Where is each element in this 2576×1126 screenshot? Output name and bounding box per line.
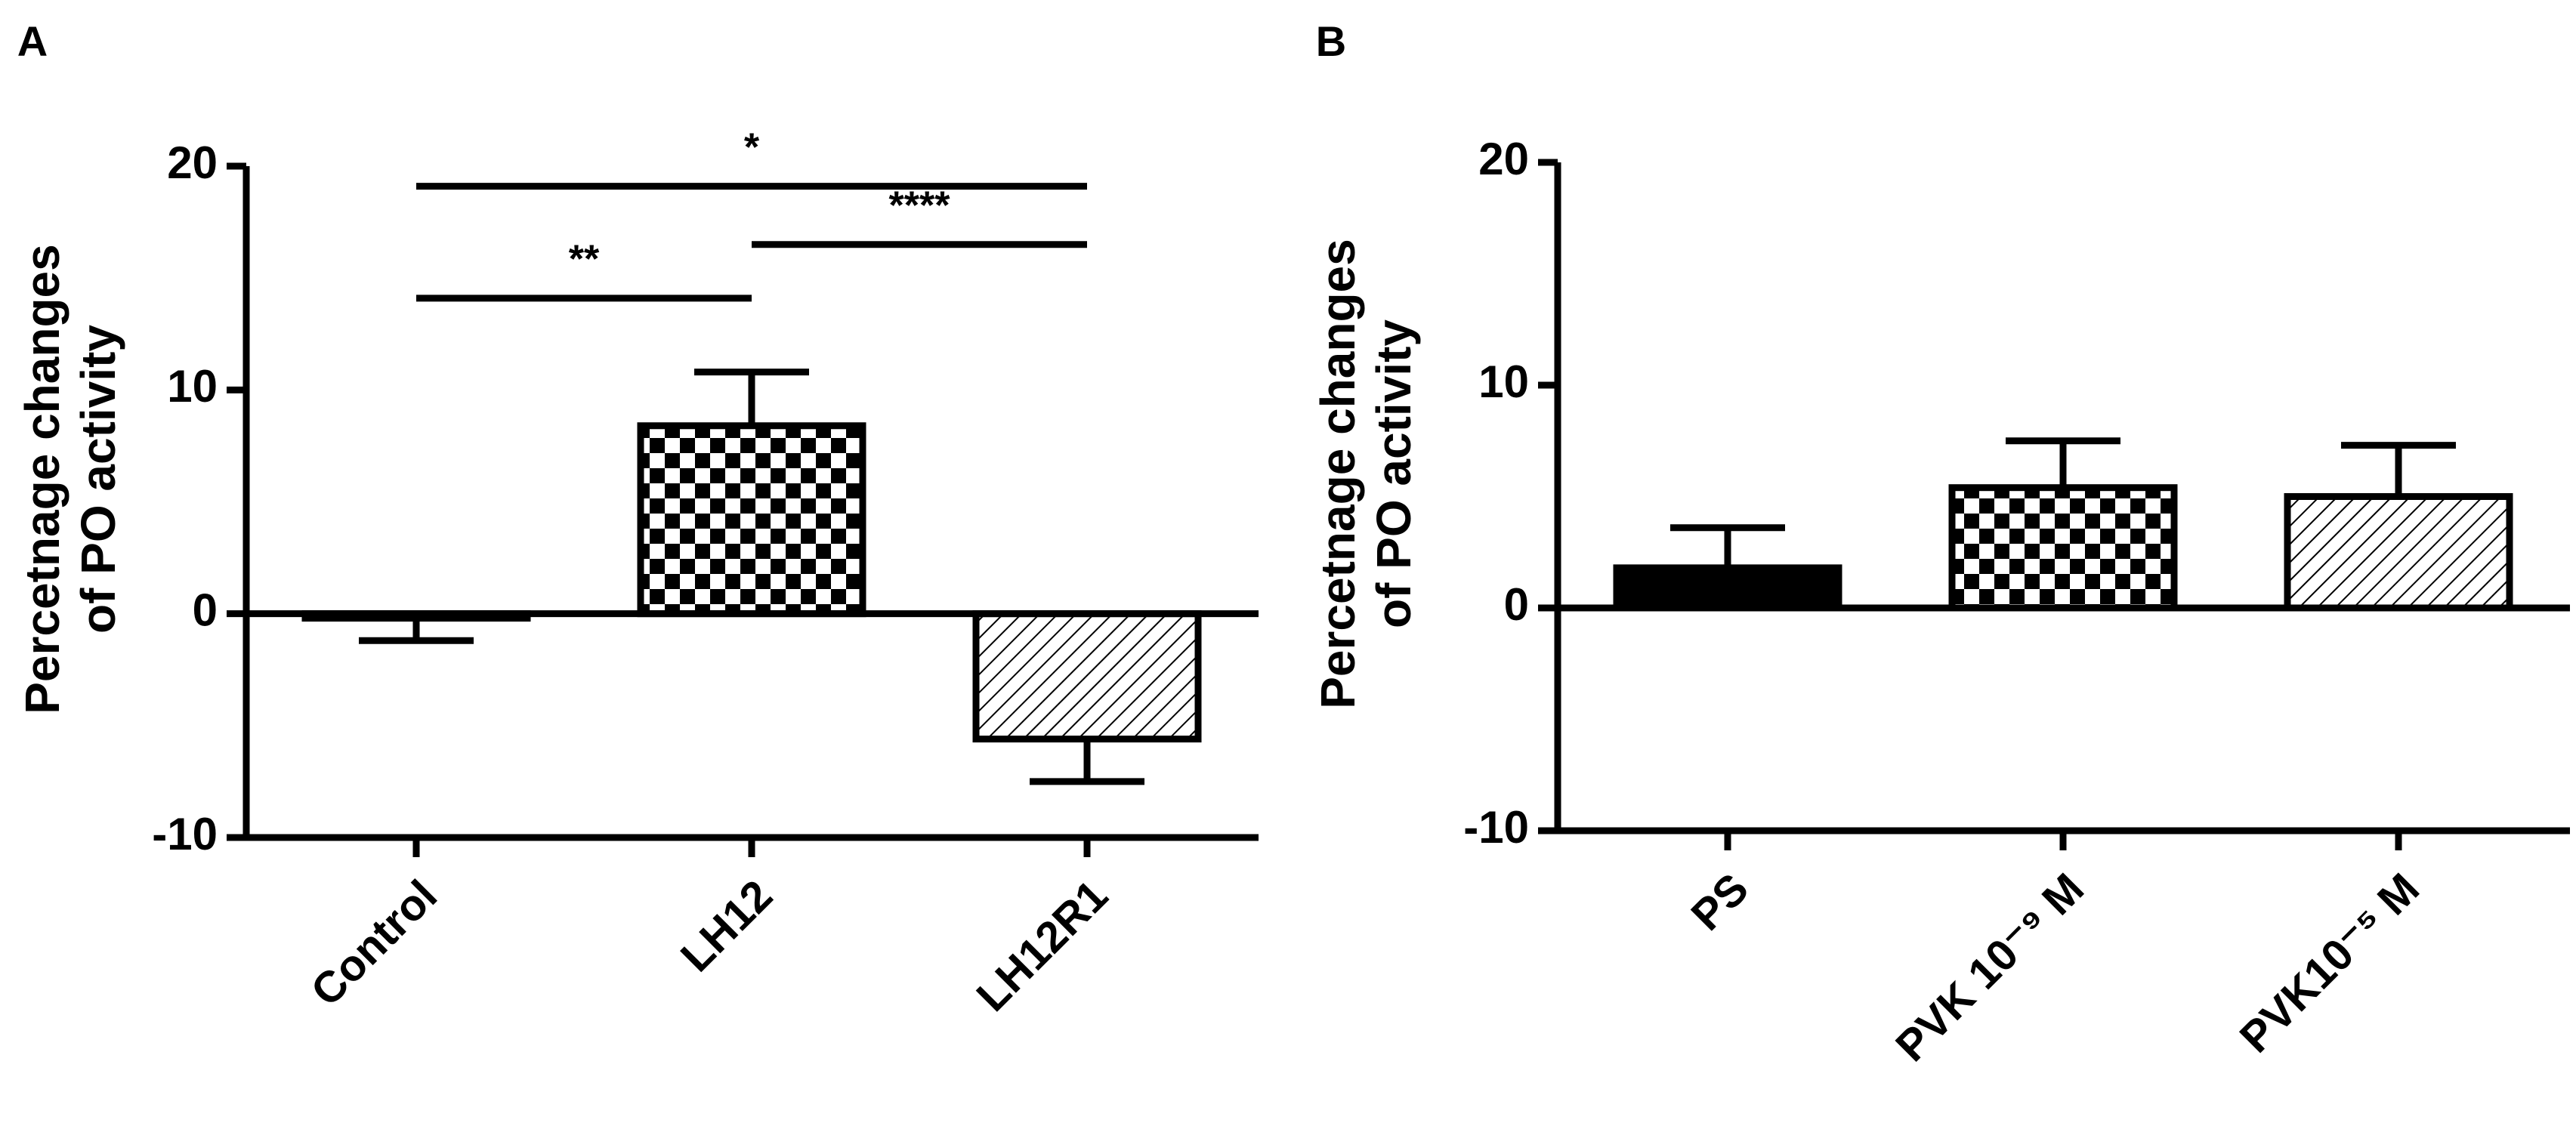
y-tick-label: -10 (152, 809, 218, 859)
y-tick-label: 20 (1478, 134, 1529, 184)
y-tick-label: 10 (167, 361, 218, 412)
significance-label: * (744, 125, 760, 169)
y-tick-label: 0 (193, 585, 218, 636)
y-tick-label: 20 (167, 137, 218, 188)
error-bar (1030, 739, 1144, 785)
bar (972, 610, 1202, 743)
y-tick-label: -10 (1463, 802, 1529, 853)
panel-label: A (17, 17, 48, 65)
y-axis-title: of PO activity (1367, 319, 1421, 628)
bar (637, 422, 866, 618)
error-bar (2006, 437, 2120, 488)
x-tick-label: PVK10⁻⁵ M (2231, 864, 2429, 1062)
error-bar (694, 369, 809, 426)
y-axis-title: Percetnage changes (15, 244, 69, 714)
panel-label: B (1316, 17, 1346, 65)
x-tick-label: Control (301, 871, 446, 1016)
y-tick-label: 0 (1504, 579, 1529, 630)
error-bar (359, 618, 474, 644)
error-bar (2341, 442, 2456, 497)
bar (2284, 493, 2513, 612)
bar (1948, 484, 2178, 612)
x-tick-label: LH12 (672, 871, 782, 981)
x-tick-label: LH12R1 (967, 871, 1117, 1021)
x-tick-label: PS (1682, 864, 1758, 940)
y-axis-title: Percetnage changes (1311, 239, 1365, 709)
significance-label: **** (889, 184, 951, 227)
y-tick-label: 10 (1478, 356, 1529, 407)
significance-label: ** (569, 238, 600, 282)
y-axis-title: of PO activity (71, 325, 125, 634)
x-tick-label: PVK 10⁻⁹ M (1886, 864, 2093, 1071)
bar (1613, 564, 1842, 612)
error-bar (1670, 524, 1785, 568)
